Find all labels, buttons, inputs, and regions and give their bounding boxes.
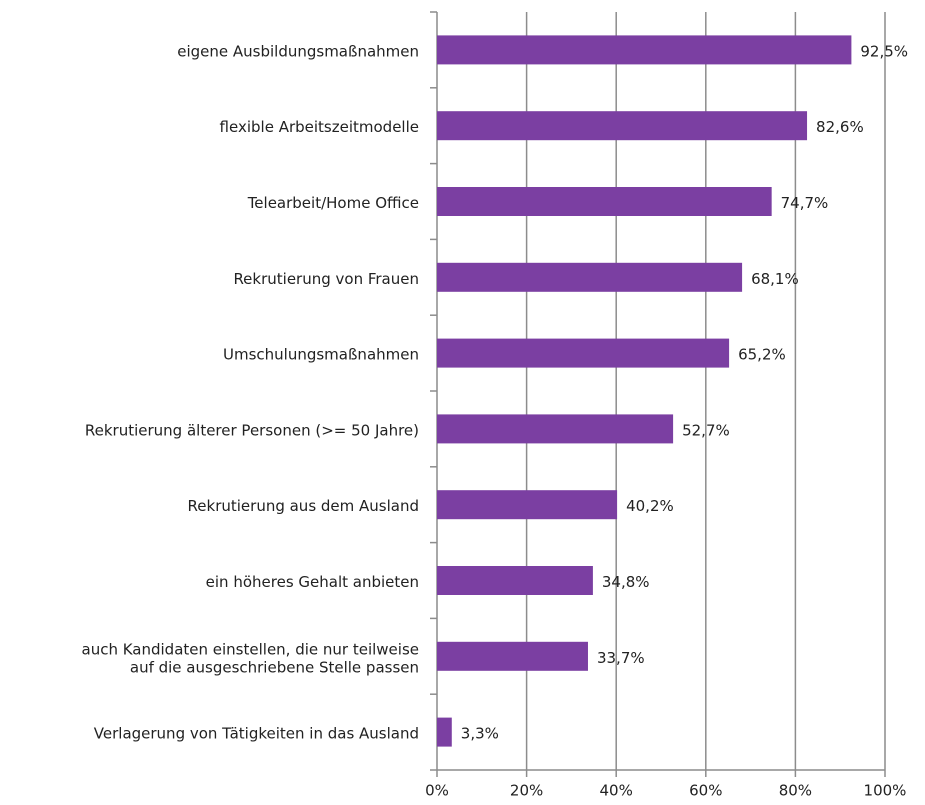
value-label: 3,3% <box>461 725 499 743</box>
bar <box>437 566 593 595</box>
category-label: flexible Arbeitszeitmodelle <box>220 118 419 136</box>
bar <box>437 187 772 216</box>
value-label: 65,2% <box>738 346 786 364</box>
bar <box>437 111 808 141</box>
x-tick-label: 80% <box>779 782 812 800</box>
bar <box>437 414 674 444</box>
category-label: Telearbeit/Home Office <box>247 194 419 212</box>
value-label: 33,7% <box>597 649 645 667</box>
category-label: ein höheres Gehalt anbieten <box>206 573 419 591</box>
bar <box>437 35 852 65</box>
x-tick-label: 100% <box>864 782 907 800</box>
value-label: 92,5% <box>860 42 908 60</box>
category-label: Rekrutierung aus dem Ausland <box>188 497 419 515</box>
value-label: 74,7% <box>781 194 829 212</box>
value-label: 68,1% <box>751 270 799 288</box>
x-tick-label: 40% <box>600 782 633 800</box>
bar <box>437 641 588 671</box>
bar <box>437 490 618 520</box>
bar <box>437 717 452 747</box>
category-label: Rekrutierung von Frauen <box>233 270 419 288</box>
value-label: 52,7% <box>682 421 730 439</box>
category-label: Umschulungsmaßnahmen <box>223 346 419 364</box>
bar <box>437 338 730 368</box>
category-label: auch Kandidaten einstellen, die nur teil… <box>82 640 420 676</box>
bar <box>437 262 743 292</box>
x-tick-label: 0% <box>425 782 449 800</box>
value-label: 34,8% <box>602 573 650 591</box>
category-label: Verlagerung von Tätigkeiten in das Ausla… <box>94 725 419 743</box>
x-tick-label: 60% <box>689 782 722 800</box>
value-label: 82,6% <box>816 118 864 136</box>
category-label: Rekrutierung älterer Personen (>= 50 Jah… <box>85 421 419 439</box>
value-label: 40,2% <box>626 497 674 515</box>
x-tick-label: 20% <box>510 782 543 800</box>
category-label: eigene Ausbildungsmaßnahmen <box>177 42 419 60</box>
